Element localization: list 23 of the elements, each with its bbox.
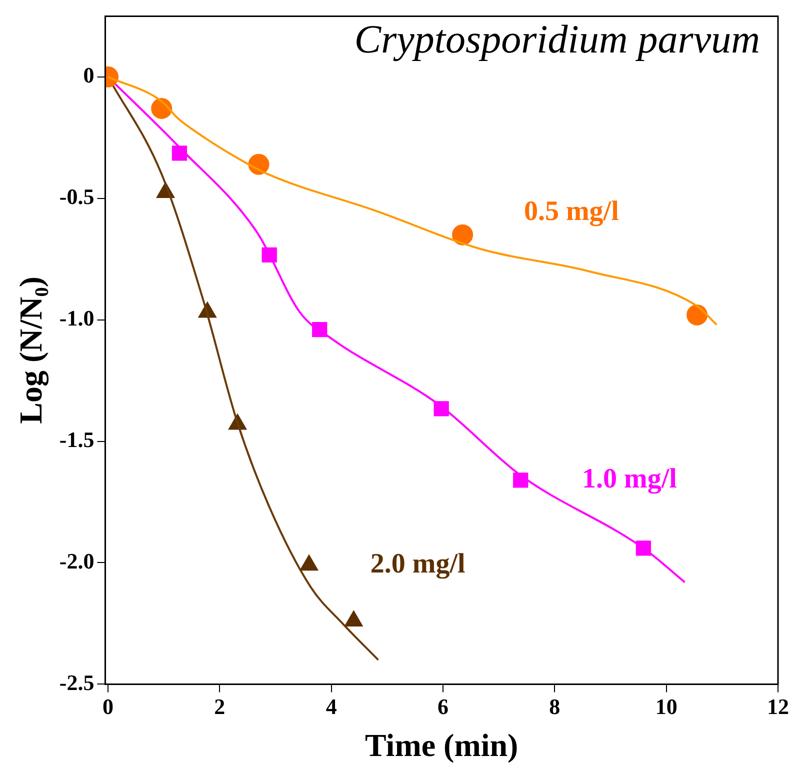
x-tick-label: 2 [214, 694, 226, 720]
x-tick-label: 6 [438, 694, 449, 720]
series-label: 1.0 mg/l [582, 463, 678, 494]
x-tick-label: 10 [655, 694, 678, 720]
series-label: 2.0 mg/l [370, 548, 466, 580]
chart-title: Cryptosporidium parvum [354, 16, 760, 62]
y-tick-label: -1.5 [59, 426, 94, 452]
point [452, 224, 474, 246]
x-tick-label: 4 [326, 694, 337, 720]
x-tick-label: 12 [767, 694, 789, 720]
point [344, 610, 363, 627]
point [172, 146, 188, 161]
y-tick-label: -0.5 [59, 184, 94, 210]
y-tick-label: -2.0 [59, 548, 94, 574]
y-axis-title: Log (N/N₀) [12, 276, 50, 424]
x-tick-label: 8 [549, 694, 560, 720]
x-axis-title: Time (min) [365, 727, 518, 764]
series-label: 0.5 mg/l [524, 196, 620, 228]
y-tick-label: -1.0 [59, 306, 94, 331]
y-tick-label: 0 [83, 62, 94, 88]
x-tick-label: 0 [102, 694, 114, 720]
y-tick-label: -2.5 [59, 670, 94, 695]
point [686, 304, 708, 326]
